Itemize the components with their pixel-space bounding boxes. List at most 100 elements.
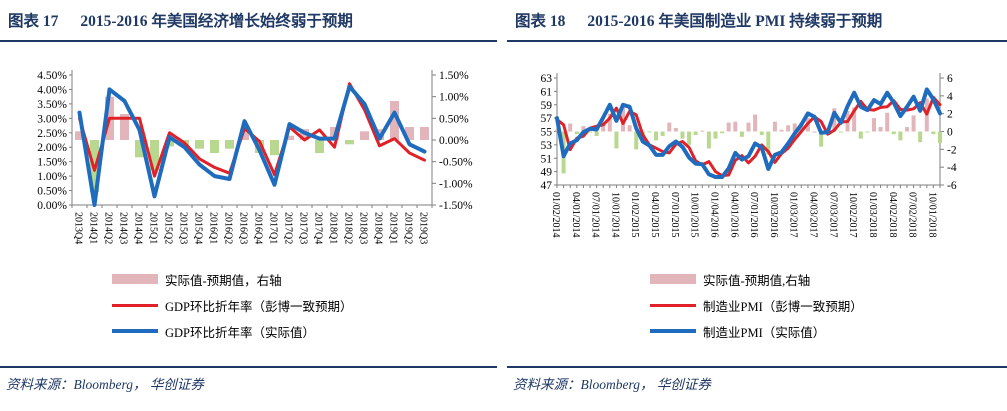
svg-text:51: 51	[541, 153, 553, 165]
svg-text:3.50%: 3.50%	[37, 99, 67, 111]
svg-text:04/01/2016: 04/01/2016	[728, 192, 739, 238]
svg-text:10/02/2017: 10/02/2017	[847, 192, 858, 238]
legend-item: 实际值-预期值,右轴	[650, 271, 863, 288]
svg-text:47: 47	[541, 180, 553, 192]
svg-text:2018Q4: 2018Q4	[373, 212, 384, 244]
svg-text:1.50%: 1.50%	[37, 157, 67, 169]
svg-text:63: 63	[541, 73, 553, 85]
svg-text:2018Q2: 2018Q2	[343, 212, 354, 244]
bar-swatch-icon	[650, 274, 696, 284]
svg-text:2015Q2: 2015Q2	[163, 212, 174, 244]
svg-text:2013Q4: 2013Q4	[73, 212, 84, 244]
svg-text:04/02/2018: 04/02/2018	[887, 192, 898, 238]
svg-text:-2: -2	[947, 144, 957, 156]
svg-text:4.50%: 4.50%	[37, 70, 67, 82]
svg-text:2017Q3: 2017Q3	[298, 212, 309, 244]
svg-text:2015Q4: 2015Q4	[193, 212, 204, 244]
svg-text:3.00%: 3.00%	[37, 113, 67, 125]
svg-text:2016Q1: 2016Q1	[208, 212, 219, 244]
svg-text:-0.50%: -0.50%	[439, 157, 473, 169]
svg-text:49: 49	[541, 167, 553, 179]
legend: 实际值-预期值,右轴 制造业PMI（彭博一致预期） 制造业PMI（实际值）	[650, 271, 863, 349]
svg-text:04/03/2017: 04/03/2017	[808, 192, 819, 238]
figure-title: 图表 17 2015-2016 年美国经济增长始终弱于预期	[8, 9, 353, 31]
svg-text:2.00%: 2.00%	[37, 142, 67, 154]
svg-text:-1.50%: -1.50%	[439, 200, 473, 212]
svg-text:2014Q1: 2014Q1	[88, 212, 99, 244]
svg-text:2018Q1: 2018Q1	[328, 212, 339, 244]
svg-text:0.50%: 0.50%	[37, 186, 67, 198]
svg-text:2017Q4: 2017Q4	[313, 212, 324, 244]
source-note: 资料来源：Bloomberg， 华创证券	[6, 377, 204, 392]
source-divider	[0, 366, 497, 368]
legend-label: 实际值-预期值,右轴	[703, 273, 811, 288]
svg-text:4.00%: 4.00%	[37, 84, 67, 96]
svg-text:1.00%: 1.00%	[439, 92, 469, 104]
figure-number: 图表 18	[515, 13, 566, 30]
svg-text:53: 53	[541, 140, 553, 152]
source-divider	[507, 366, 1007, 368]
blue-line-swatch-icon	[112, 329, 158, 333]
svg-text:07/02/2018: 07/02/2018	[907, 192, 918, 238]
svg-text:2018Q3: 2018Q3	[358, 212, 369, 244]
legend-item: GDP环比折年率（实际值）	[112, 323, 353, 340]
svg-text:01/02/2014: 01/02/2014	[550, 192, 561, 238]
svg-text:2017Q2: 2017Q2	[283, 212, 294, 244]
svg-text:2016Q4: 2016Q4	[253, 212, 264, 244]
svg-text:2014Q3: 2014Q3	[118, 212, 129, 244]
legend-label: GDP环比折年率（实际值）	[165, 325, 316, 340]
svg-text:0.50%: 0.50%	[439, 113, 469, 125]
svg-text:2016Q3: 2016Q3	[238, 212, 249, 244]
figure-panel-pmi: 图表 18 2015-2016 年美国制造业 PMI 持续弱于预期 63 61 59 5…	[507, 0, 1007, 411]
svg-text:-6: -6	[947, 180, 957, 192]
legend-item: GDP环比折年率（彭博一致预期）	[112, 297, 353, 314]
legend-label: GDP环比折年率（彭博一致预期）	[165, 299, 353, 314]
svg-text:07/01/2015: 07/01/2015	[669, 192, 680, 238]
svg-text:07/03/2017: 07/03/2017	[827, 192, 838, 238]
legend-label: 实际值-预期值，右轴	[165, 273, 282, 288]
svg-text:2019Q3: 2019Q3	[418, 212, 429, 244]
svg-text:04/01/2014: 04/01/2014	[570, 192, 581, 238]
figure-caption: 2015-2016 年美国制造业 PMI 持续弱于预期	[587, 13, 883, 30]
svg-text:01/03/2018: 01/03/2018	[867, 192, 878, 238]
svg-text:10/01/2014: 10/01/2014	[609, 192, 620, 238]
svg-text:4: 4	[947, 91, 953, 103]
svg-text:2014Q2: 2014Q2	[103, 212, 114, 244]
svg-text:2015Q3: 2015Q3	[178, 212, 189, 244]
svg-text:2019Q2: 2019Q2	[403, 212, 414, 244]
svg-text:59: 59	[541, 100, 553, 112]
figure-caption: 2015-2016 年美国经济增长始终弱于预期	[80, 13, 353, 30]
svg-text:-4: -4	[947, 162, 957, 174]
svg-text:57: 57	[541, 113, 553, 125]
svg-text:2017Q1: 2017Q1	[268, 212, 279, 244]
svg-text:-1.00%: -1.00%	[439, 178, 473, 190]
svg-text:55: 55	[541, 127, 553, 139]
svg-text:10/01/2015: 10/01/2015	[689, 192, 700, 238]
legend: 实际值-预期值，右轴 GDP环比折年率（彭博一致预期） GDP环比折年率（实际值…	[112, 271, 353, 349]
svg-text:07/01/2014: 07/01/2014	[590, 192, 601, 238]
svg-text:2016Q2: 2016Q2	[223, 212, 234, 244]
red-line-swatch-icon	[112, 303, 158, 307]
svg-text:01/02/2015: 01/02/2015	[629, 192, 640, 238]
svg-text:04/01/2015: 04/01/2015	[649, 192, 660, 238]
svg-text:61: 61	[541, 86, 553, 98]
svg-text:2015Q1: 2015Q1	[148, 212, 159, 244]
legend-label: 制造业PMI（彭博一致预期）	[703, 299, 863, 314]
svg-text:07/01/2016: 07/01/2016	[748, 192, 759, 238]
figure-number: 图表 17	[8, 13, 59, 30]
svg-text:1.00%: 1.00%	[37, 171, 67, 183]
svg-text:10/03/2016: 10/03/2016	[768, 192, 779, 238]
svg-text:01/04/2016: 01/04/2016	[708, 192, 719, 238]
svg-text:1.50%: 1.50%	[439, 70, 469, 82]
svg-text:2.50%: 2.50%	[37, 128, 67, 140]
title-divider	[0, 40, 497, 42]
svg-text:0: 0	[947, 127, 953, 139]
svg-text:6: 6	[947, 73, 953, 85]
svg-text:01/03/2017: 01/03/2017	[788, 192, 799, 238]
blue-line-swatch-icon	[650, 329, 696, 333]
svg-text:2: 2	[947, 109, 953, 121]
red-line-swatch-icon	[650, 303, 696, 307]
legend-item: 实际值-预期值，右轴	[112, 271, 353, 288]
